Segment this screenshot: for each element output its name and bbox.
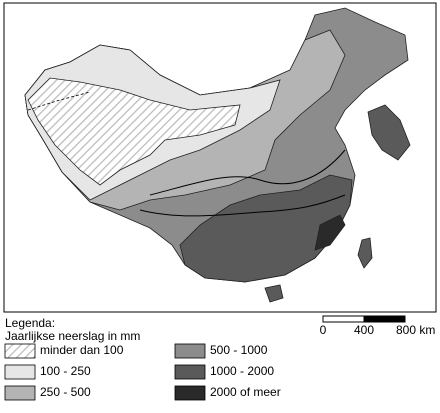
- hainan: [264, 284, 284, 303]
- river: [149, 149, 346, 196]
- scale-segment: [322, 315, 365, 323]
- legend-title: Legenda:: [5, 316, 55, 330]
- scale-label: 800 km: [396, 323, 435, 337]
- legend-label: 2000 of meer: [210, 385, 281, 399]
- scale-label: 400: [354, 323, 374, 337]
- river: [139, 194, 346, 217]
- taiwan: [357, 237, 373, 269]
- legend-swatch: [174, 343, 206, 359]
- legend-label: 100 - 250: [40, 364, 91, 378]
- legend: minder dan 100 100 - 250 250 - 500 500 - 10…: [4, 343, 281, 401]
- scale-label: 0: [320, 323, 327, 337]
- legend-swatch: [174, 364, 206, 380]
- scale-bar: 0 400 800 km: [320, 315, 435, 337]
- region-2000-plus: [314, 214, 346, 251]
- legend-swatch: [174, 385, 206, 401]
- legend-label: 500 - 1000: [210, 343, 268, 357]
- legend-swatch: [4, 385, 36, 401]
- legend-swatch: [4, 364, 36, 380]
- legend-label: minder dan 100: [40, 343, 124, 357]
- border: [27, 91, 91, 111]
- region-1000-2000: [179, 174, 353, 283]
- legend-label: 250 - 500: [40, 385, 91, 399]
- legend-label: 1000 - 2000: [210, 364, 274, 378]
- korea: [367, 104, 411, 161]
- legend-subtitle: Jaarlijkse neerslag in mm: [5, 329, 140, 343]
- scale-segment: [363, 315, 406, 323]
- legend-swatch: [4, 343, 36, 359]
- map: [24, 7, 411, 303]
- region-less-100: [27, 77, 241, 186]
